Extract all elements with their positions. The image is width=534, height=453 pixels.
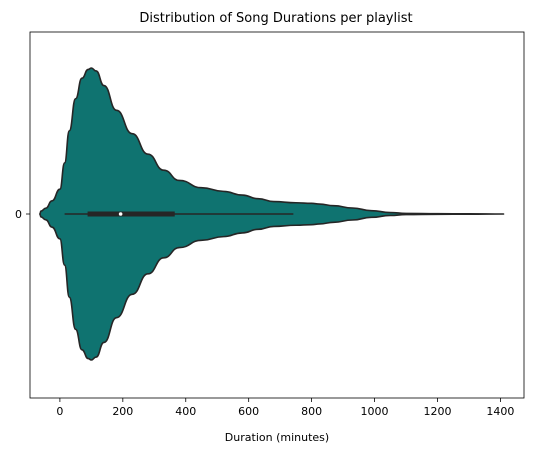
chart-title: Distribution of Song Durations per playl… [139,11,412,26]
x-tick-label: 1200 [423,405,451,418]
x-tick-label: 1400 [486,405,514,418]
x-tick-label: 1000 [361,405,389,418]
x-tick-label: 600 [238,405,259,418]
median-dot [118,212,123,216]
x-axis: 0 200 400 600 800 1000 1200 1400 [56,398,514,418]
x-tick-label: 400 [175,405,196,418]
y-axis: 0 [15,208,30,221]
x-axis-label: Duration (minutes) [225,431,329,444]
x-tick-label: 200 [112,405,133,418]
plot-area [29,31,525,399]
box-layer [64,211,294,217]
iqr-box [87,211,175,217]
y-tick-label: 0 [15,208,22,221]
x-tick-label: 800 [301,405,322,418]
x-tick-label: 0 [56,405,63,418]
